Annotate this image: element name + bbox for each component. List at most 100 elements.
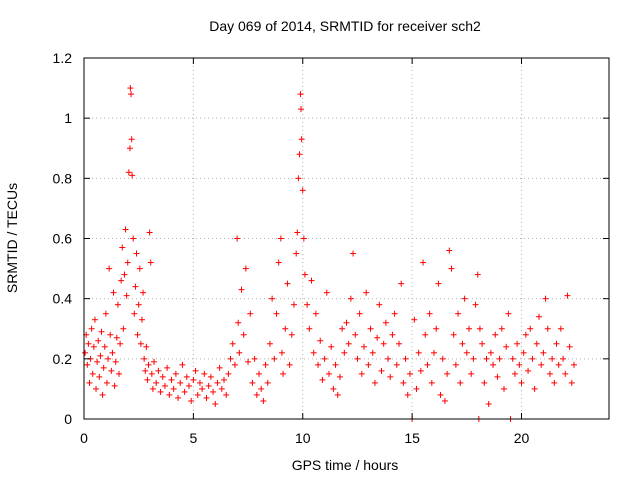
data-point [86,379,93,386]
data-point [103,379,110,386]
data-point [298,136,305,143]
data-point [113,334,120,341]
data-point [529,355,536,362]
data-point [181,388,188,395]
data-point [121,271,128,278]
data-point [294,229,301,236]
y-tick-label: 0.8 [53,170,73,186]
data-point [280,370,287,377]
data-point [474,271,481,278]
data-point [97,352,104,359]
data-point [546,370,553,377]
data-point [249,379,256,386]
data-point [100,364,107,371]
data-point [149,385,156,392]
data-point [391,310,398,317]
data-point [299,187,306,194]
data-point [125,169,132,176]
data-point [282,325,289,332]
data-point [424,361,431,368]
data-point [483,355,490,362]
data-point [264,379,271,386]
data-point [117,340,124,347]
data-point [298,106,304,113]
data-point [459,340,466,347]
data-point [128,136,135,143]
data-point [271,355,278,362]
data-point [90,343,97,350]
data-point [544,325,551,332]
data-point [470,355,477,362]
data-point [308,277,315,284]
data-point [396,340,402,347]
data-point [472,301,479,308]
data-point [341,349,348,356]
data-point [538,361,545,368]
data-point [190,376,197,383]
data-point [225,370,232,377]
data-point [138,316,145,323]
data-point [128,91,135,98]
data-point [457,379,464,386]
data-point [203,394,210,401]
data-point [168,376,175,383]
data-point [260,397,267,404]
data-point [111,382,118,389]
data-point [336,373,343,380]
data-point [119,244,126,251]
data-point [151,358,157,365]
data-point [468,370,475,377]
data-point [133,250,140,257]
y-axis-label: SRMTID / TECUs [4,183,20,293]
data-point [179,361,186,368]
data-point [450,331,457,338]
data-point [503,343,510,350]
data-point [124,259,131,266]
data-point [172,370,179,377]
data-point [361,343,367,350]
data-point [214,379,221,386]
data-point [170,385,177,392]
data-point [439,355,446,362]
data-point [147,259,154,266]
data-point [371,379,378,386]
data-point [291,301,297,308]
data-point [295,175,302,182]
data-point [509,355,516,362]
data-point [89,370,96,377]
data-point [420,259,427,266]
data-point [212,400,219,407]
data-point [536,313,542,320]
data-point [196,379,203,386]
data-point [223,391,230,398]
data-point [485,400,492,407]
data-point [132,283,139,290]
data-point [269,295,276,302]
data-point [240,331,247,338]
data-point [91,316,98,323]
data-point [112,358,119,365]
data-point [498,325,505,332]
chart-title: Day 069 of 2014, SRMTID for receiver sch… [209,18,481,34]
data-point [564,292,571,299]
data-point [82,349,89,356]
data-point [315,361,322,368]
data-point [466,325,472,332]
data-point [435,280,442,287]
data-point [136,265,143,272]
data-point [207,373,214,380]
data-point [525,367,532,374]
data-point [235,319,242,326]
data-point [93,385,100,392]
y-tick-label: 0.6 [53,231,73,247]
data-point [568,379,575,386]
data-point [516,361,523,368]
data-point [96,373,103,380]
data-point [188,397,195,404]
data-point [354,355,361,362]
data-point [161,382,168,389]
data-point [262,361,269,368]
data-point [334,391,341,398]
data-point [109,349,116,356]
